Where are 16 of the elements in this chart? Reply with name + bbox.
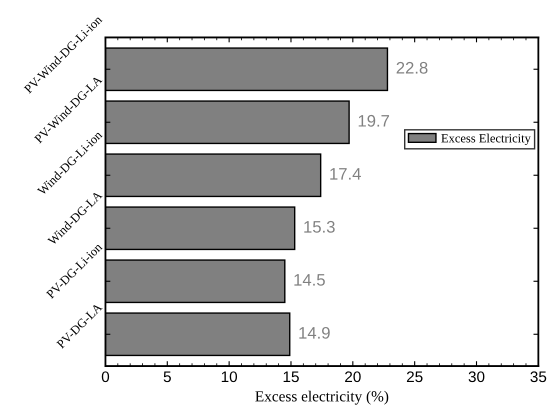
x-tick-label: 0 bbox=[102, 371, 110, 382]
data-label: 14.5 bbox=[294, 274, 325, 286]
data-label: 15.3 bbox=[304, 220, 335, 233]
x-tick-label: 30 bbox=[468, 371, 484, 382]
data-label: 17.4 bbox=[330, 168, 361, 180]
x-axis-title: Excess electricity (%) bbox=[255, 390, 388, 405]
x-tick-label: 15 bbox=[284, 372, 299, 382]
data-label: 14.9 bbox=[299, 326, 330, 339]
x-tick-label: 25 bbox=[406, 371, 423, 382]
legend-label: Excess Electricity bbox=[441, 134, 531, 146]
x-tick-label: 20 bbox=[345, 371, 361, 382]
data-label: 19.7 bbox=[358, 114, 390, 127]
data-label: 22.8 bbox=[396, 62, 428, 74]
x-tick-label: 10 bbox=[222, 371, 238, 382]
x-tick-label: 5 bbox=[164, 372, 171, 382]
x-tick-label: 35 bbox=[530, 371, 546, 382]
